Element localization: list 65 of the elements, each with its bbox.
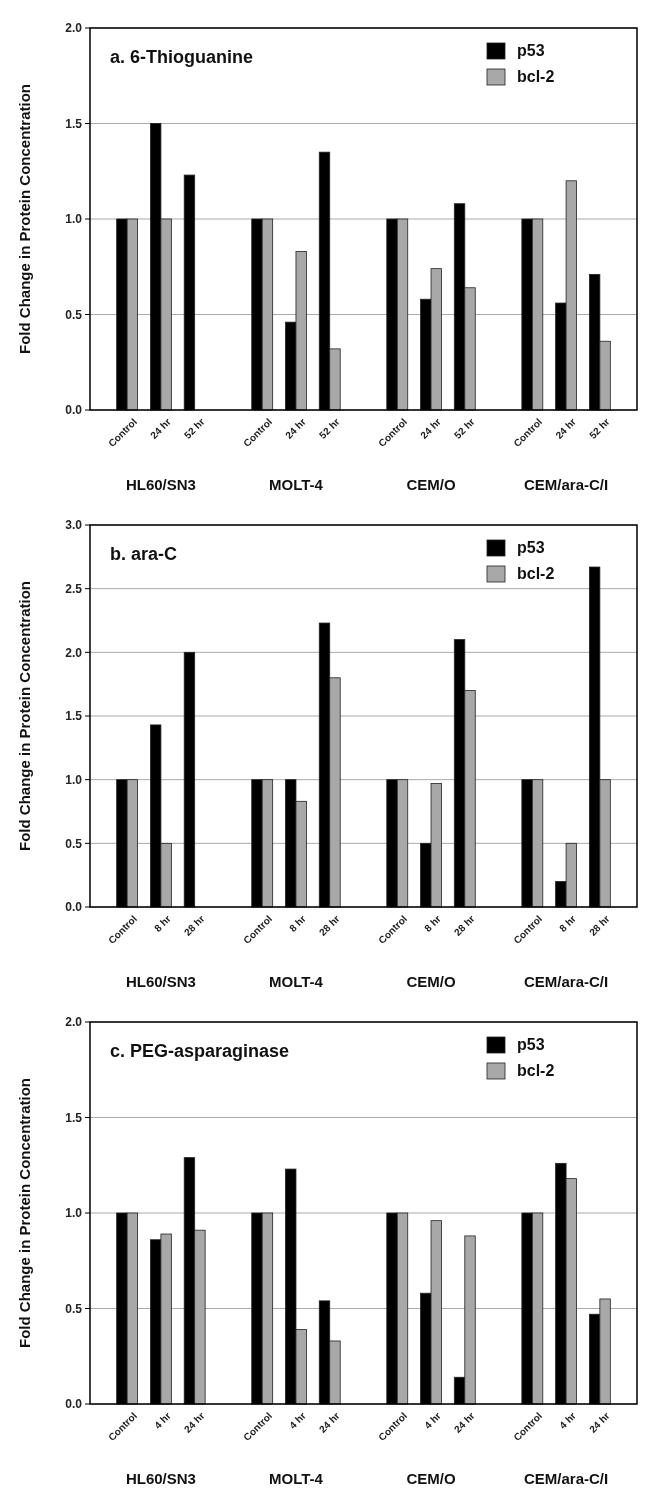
legend-label: p53 (517, 41, 545, 59)
y-axis-title: Fold Change in Protein Concentration (16, 1078, 33, 1348)
text: CEM/O (406, 973, 456, 990)
text: CEM/ara-C/I (524, 973, 609, 990)
text: MOLT-4 (269, 476, 324, 493)
y-tick-label: 3.0 (65, 518, 83, 533)
x-tick-label: 8 hr (422, 913, 443, 934)
legend-label: bcl-2 (517, 564, 555, 582)
y-tick-label: 1.0 (65, 1206, 83, 1221)
y-tick-label: 2.0 (65, 21, 83, 36)
text: b. ara-C (110, 544, 178, 564)
x-tick-label: 52 hr (587, 416, 612, 441)
y-tick-label: 1.5 (65, 709, 83, 724)
text: a. 6-Thioguanine (110, 47, 254, 67)
x-tick-label: 4 hr (557, 1410, 579, 1431)
text: HL60/SN3 (125, 973, 196, 990)
x-tick-label: 24 hr (148, 416, 173, 441)
x-tick-label: 8 hr (152, 913, 173, 934)
y-tick-label: 1.0 (65, 772, 83, 787)
y-tick-label: 0.0 (65, 900, 83, 915)
text: c. PEG-asparaginase (110, 1041, 290, 1061)
legend-label: p53 (517, 538, 545, 556)
x-tick-label: 4 hr (287, 1410, 308, 1431)
y-tick-label: 1.5 (65, 116, 83, 131)
x-tick-label: 8 hr (287, 913, 308, 934)
y-tick-label: 1.5 (65, 1110, 83, 1125)
y-tick-label: 0.5 (65, 1301, 83, 1316)
y-axis-title: Fold Change in Protein Concentration (16, 84, 33, 354)
legend-label: p53 (517, 1035, 545, 1053)
text: HL60/SN3 (125, 476, 196, 493)
x-tick-label: 52 hr (181, 416, 207, 441)
x-tick-label: 24 hr (553, 416, 579, 441)
y-tick-label: 0.5 (65, 307, 83, 322)
x-tick-label: 28 hr (587, 913, 612, 938)
text: CEM/O (406, 1470, 456, 1487)
x-tick-label: 28 hr (316, 913, 342, 938)
x-tick-label: 28 hr (181, 913, 207, 938)
x-tick-label: 24 hr (418, 416, 443, 441)
y-tick-label: 2.5 (65, 581, 83, 596)
legend-label: bcl-2 (517, 1061, 555, 1079)
y-tick-label: 2.0 (65, 1015, 83, 1030)
text: CEM/ara-C/I (524, 1470, 609, 1487)
x-tick-label: 8 hr (557, 913, 579, 934)
x-tick-label: 24 hr (181, 1410, 207, 1435)
y-tick-label: 0.0 (65, 403, 83, 418)
y-tick-label: 1.0 (65, 212, 83, 227)
x-tick-label: 24 hr (587, 1410, 612, 1435)
text: MOLT-4 (269, 1470, 324, 1487)
x-tick-label: 52 hr (452, 416, 477, 441)
text: HL60/SN3 (125, 1470, 196, 1487)
x-tick-label: 24 hr (316, 1410, 342, 1435)
y-axis-title: Fold Change in Protein Concentration (16, 581, 33, 851)
x-tick-label: 4 hr (152, 1410, 173, 1431)
y-tick-label: 0.0 (65, 1397, 83, 1412)
x-tick-label: 24 hr (283, 416, 308, 441)
legend-label: bcl-2 (517, 67, 555, 85)
text: MOLT-4 (269, 973, 324, 990)
text: CEM/O (406, 476, 456, 493)
x-tick-label: 28 hr (452, 913, 477, 938)
y-tick-label: 2.0 (65, 645, 83, 660)
text: CEM/ara-C/I (524, 476, 609, 493)
x-tick-label: 24 hr (452, 1410, 477, 1435)
y-tick-label: 0.5 (65, 836, 83, 851)
x-tick-label: 52 hr (316, 416, 342, 441)
x-tick-label: 4 hr (422, 1410, 443, 1431)
